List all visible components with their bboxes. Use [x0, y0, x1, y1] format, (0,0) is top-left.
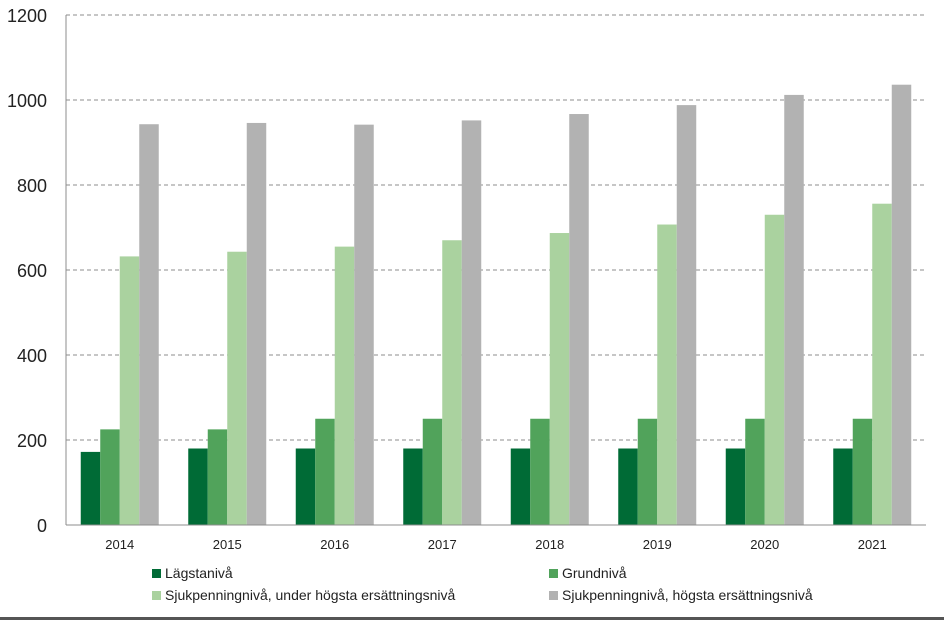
- bar: [725, 448, 746, 525]
- x-tick-label: 2017: [428, 537, 457, 552]
- bar: [676, 105, 697, 525]
- x-tick-label: 2021: [858, 537, 887, 552]
- y-axis-ticks: 0 200 400 600 800 1000 1200: [7, 6, 47, 536]
- bar: [227, 251, 247, 525]
- bar: [354, 124, 374, 526]
- bar: [569, 114, 589, 526]
- legend-swatch: [152, 591, 161, 600]
- x-tick-label: 2014: [105, 537, 134, 552]
- bar: [852, 418, 873, 525]
- legend-swatch: [549, 569, 558, 578]
- y-tick-label: 800: [17, 176, 47, 196]
- bar: [872, 203, 892, 525]
- x-tick-label: 2016: [320, 537, 349, 552]
- y-tick-label: 600: [17, 261, 47, 281]
- legend-swatch: [152, 569, 161, 578]
- x-axis-ticks: 2014 2015 2016 2017 2018 2019 2020 2021: [105, 537, 886, 552]
- bar: [745, 418, 765, 525]
- bar: [403, 448, 423, 525]
- y-tick-label: 1200: [7, 6, 47, 26]
- legend-label: Sjukpenningnivå, högsta ersättningsnivå: [562, 587, 813, 603]
- bar: [510, 448, 531, 525]
- legend-label: Lägstanivå: [165, 565, 233, 581]
- y-tick-label: 400: [17, 346, 47, 366]
- bar: [442, 240, 462, 525]
- bar: [657, 224, 677, 525]
- bar: [315, 418, 335, 525]
- bar: [784, 94, 804, 526]
- y-tick-label: 200: [17, 431, 47, 451]
- bar: [119, 256, 140, 525]
- x-tick-label: 2019: [643, 537, 672, 552]
- bar: [461, 120, 482, 526]
- bar: [188, 448, 208, 525]
- bar: [891, 84, 912, 525]
- legend: Lägstanivå Grundnivå Sjukpenningnivå, unde…: [152, 565, 813, 603]
- bottom-rule: [0, 617, 944, 620]
- legend-label: Grundnivå: [562, 565, 627, 581]
- bar: [295, 448, 316, 525]
- bar: [100, 429, 120, 525]
- legend-label: Sjukpenningnivå, under högsta ersättning…: [165, 587, 456, 603]
- y-tick-label: 1000: [7, 91, 47, 111]
- bar: [80, 451, 101, 525]
- legend-swatch: [549, 591, 558, 600]
- bars: [80, 84, 912, 526]
- bar: [549, 233, 570, 525]
- bar: [833, 448, 853, 525]
- bar: [764, 214, 785, 525]
- x-tick-label: 2015: [213, 537, 242, 552]
- bar: [422, 418, 443, 525]
- bar: [618, 448, 638, 525]
- y-tick-label: 0: [37, 516, 47, 536]
- bar: [334, 246, 355, 525]
- bar: [530, 418, 550, 525]
- bar: [139, 124, 159, 525]
- x-tick-label: 2018: [535, 537, 564, 552]
- bar: [246, 122, 267, 525]
- bar: [637, 418, 658, 525]
- bar: [207, 429, 228, 525]
- x-tick-label: 2020: [750, 537, 779, 552]
